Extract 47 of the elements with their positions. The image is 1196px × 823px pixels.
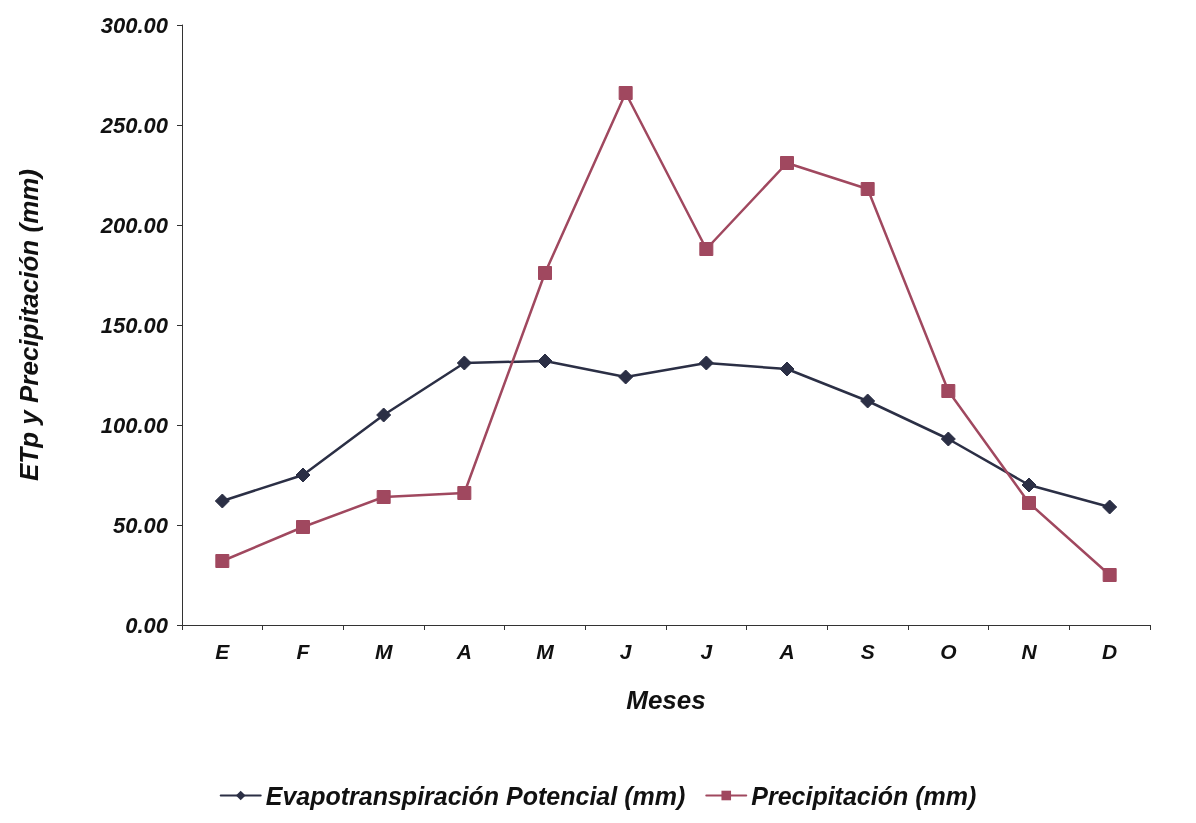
x-tick-label: N (1021, 640, 1038, 663)
point (699, 242, 714, 256)
y-axis-title: ETp y Precipitación (mm) (14, 168, 44, 482)
point (698, 355, 714, 371)
x-tick-label: J (700, 640, 714, 663)
point (1022, 496, 1036, 510)
y-tick-label: 250.00 (99, 112, 169, 138)
y-tick-label: 50.00 (112, 512, 169, 538)
legend-label: Precipitación (mm) (751, 781, 977, 810)
point (214, 493, 230, 509)
point (457, 486, 472, 500)
x-tick-label: A (455, 640, 472, 663)
x-tick-label: E (215, 640, 231, 663)
y-tick-label: 0.00 (125, 612, 169, 638)
x-tick-label: S (860, 640, 875, 663)
point (1102, 499, 1118, 515)
y-tick-label: 300.00 (100, 12, 169, 38)
y-tick-label: 100.00 (100, 412, 169, 438)
x-tick-label: D (1102, 640, 1118, 663)
point (779, 361, 795, 377)
point (295, 467, 311, 483)
point (376, 407, 392, 423)
y-tick-label: 150.00 (100, 312, 169, 338)
point (215, 554, 230, 568)
point (941, 384, 956, 398)
point (780, 156, 794, 170)
point (537, 353, 553, 369)
x-axis-title: Meses (626, 685, 706, 715)
point (1102, 568, 1117, 582)
point (860, 393, 876, 409)
point (376, 490, 391, 504)
x-tick-label: J (619, 640, 633, 663)
x-tick-label: M (374, 640, 393, 663)
point (1021, 477, 1037, 493)
point (538, 266, 552, 280)
point (618, 86, 633, 100)
x-tick-label: M (536, 640, 555, 663)
point (456, 355, 472, 371)
x-tick-label: F (296, 640, 311, 663)
point (940, 431, 956, 447)
legend-label: Evapotranspiración Potencial (mm) (265, 781, 686, 810)
y-tick-label: 200.00 (99, 212, 169, 238)
point (296, 520, 310, 534)
x-tick-label: O (940, 640, 957, 663)
point (860, 182, 875, 196)
point (618, 369, 634, 385)
x-tick-label: A (778, 640, 795, 663)
